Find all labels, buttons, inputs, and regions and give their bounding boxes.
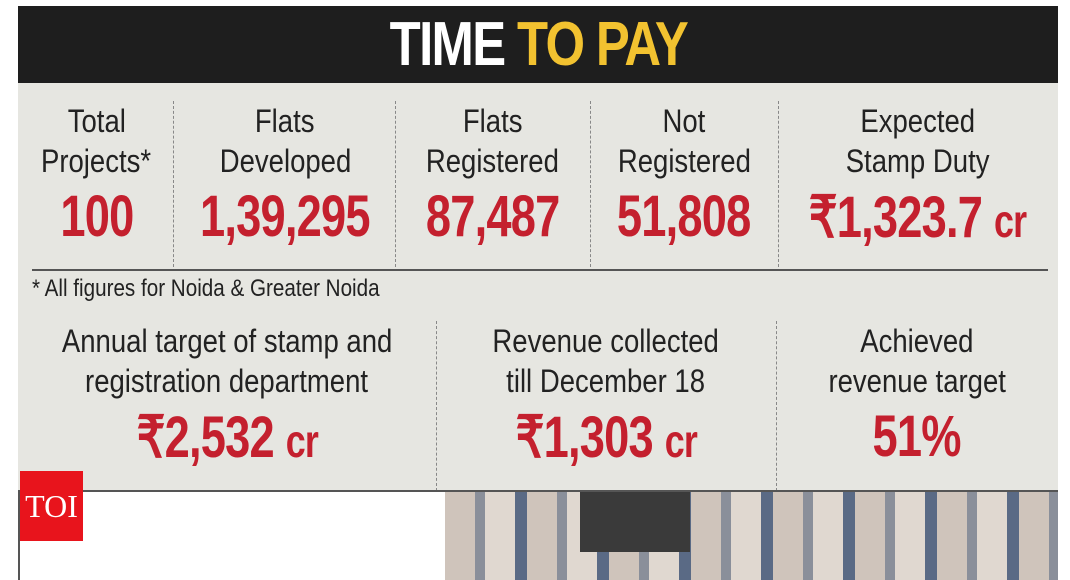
- stat-label: Developed: [219, 143, 351, 179]
- stat-label: Expected: [860, 103, 976, 139]
- divider: [173, 101, 174, 267]
- stat-label: Projects*: [41, 143, 152, 179]
- divider: [590, 101, 591, 267]
- divider: [436, 321, 437, 491]
- stats-panel: Total Projects* 100 Flats Developed 1,39…: [18, 83, 1058, 491]
- stat-label: Registered: [617, 143, 751, 179]
- stat-label: Revenue collected: [492, 323, 720, 359]
- stat-value: 100: [59, 184, 134, 249]
- stat-label: registration department: [85, 363, 369, 399]
- building-shadow: [580, 492, 690, 552]
- stat-label: Flats: [462, 103, 523, 139]
- page-title: TIME TO PAY: [389, 9, 689, 80]
- stat-value: ₹1,323.7 cr: [809, 183, 1027, 251]
- stat-value: ₹1,303 cr: [515, 403, 697, 471]
- stat-flats-registered: Flats Registered 87,487: [395, 101, 590, 250]
- title-white: TIME: [389, 10, 506, 79]
- value-amount: ₹2,532: [136, 405, 274, 470]
- stat-value: 1,39,295: [200, 184, 371, 249]
- stat-expected-stamp-duty: Expected Stamp Duty ₹1,323.7 cr: [778, 101, 1058, 251]
- value-amount: ₹1,303: [515, 405, 653, 470]
- stat-total-projects: Total Projects* 100: [18, 101, 175, 250]
- stat-label: Stamp Duty: [846, 143, 990, 179]
- toi-logo: TOI: [20, 471, 83, 541]
- value-unit: cr: [285, 415, 318, 467]
- stat-label: Not: [662, 103, 706, 139]
- stat-achieved-target: Achieved revenue target 51%: [776, 321, 1058, 470]
- stat-label: Flats: [255, 103, 315, 139]
- divider: [776, 321, 777, 491]
- stat-revenue-collected: Revenue collected till December 18 ₹1,30…: [436, 321, 776, 471]
- logo-text: TOI: [25, 487, 78, 524]
- divider: [778, 101, 779, 267]
- title-banner: TIME TO PAY: [18, 6, 1058, 83]
- stat-label: Annual target of stamp and: [61, 323, 393, 359]
- stat-annual-target: Annual target of stamp and registration …: [18, 321, 436, 471]
- stat-value: 51,808: [617, 184, 751, 249]
- stat-value: 87,487: [425, 184, 560, 249]
- value-unit: cr: [994, 195, 1027, 247]
- stat-label: revenue target: [828, 363, 1006, 399]
- value-amount: ₹1,323.7: [809, 185, 983, 250]
- stat-flats-developed: Flats Developed 1,39,295: [175, 101, 395, 250]
- divider: [395, 101, 396, 267]
- value-unit: cr: [664, 415, 697, 467]
- footnote: * All figures for Noida & Greater Noida: [32, 275, 380, 302]
- stat-value: ₹2,532 cr: [136, 403, 318, 471]
- stat-value: 51%: [872, 404, 962, 469]
- stat-label: till December 18: [506, 363, 706, 399]
- divider-rule: [32, 269, 1048, 271]
- stat-label: Achieved: [860, 323, 974, 359]
- building-photo: [18, 490, 1058, 580]
- stat-not-registered: Not Registered 51,808: [590, 101, 778, 250]
- building-image: [445, 492, 1058, 580]
- stat-label: Registered: [425, 143, 560, 179]
- title-yellow: TO PAY: [516, 10, 689, 79]
- stat-label: Total: [67, 103, 126, 139]
